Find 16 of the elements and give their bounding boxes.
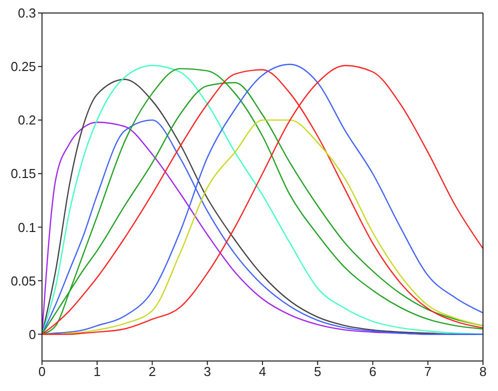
x-tick-label: 7: [424, 364, 432, 380]
x-tick-label: 5: [314, 364, 322, 380]
y-tick-label: 0.05: [10, 273, 36, 288]
y-tick-label: 0: [28, 326, 36, 342]
x-tick-label: 0: [38, 364, 46, 380]
x-tick-label: 1: [94, 364, 101, 380]
x-tick-label: 3: [204, 364, 211, 380]
x-tick-label: 6: [369, 364, 376, 380]
y-tick-label: 0.2: [18, 112, 36, 128]
x-tick-label: 2: [148, 364, 156, 380]
x-tick-label: 8: [479, 364, 487, 380]
y-tick-label: 0.3: [18, 6, 36, 21]
y-tick-label: 0.25: [10, 59, 36, 74]
y-tick-label: 0.15: [10, 166, 36, 182]
x-tick-label: 4: [258, 364, 266, 380]
y-tick-label: 0.1: [18, 220, 36, 235]
